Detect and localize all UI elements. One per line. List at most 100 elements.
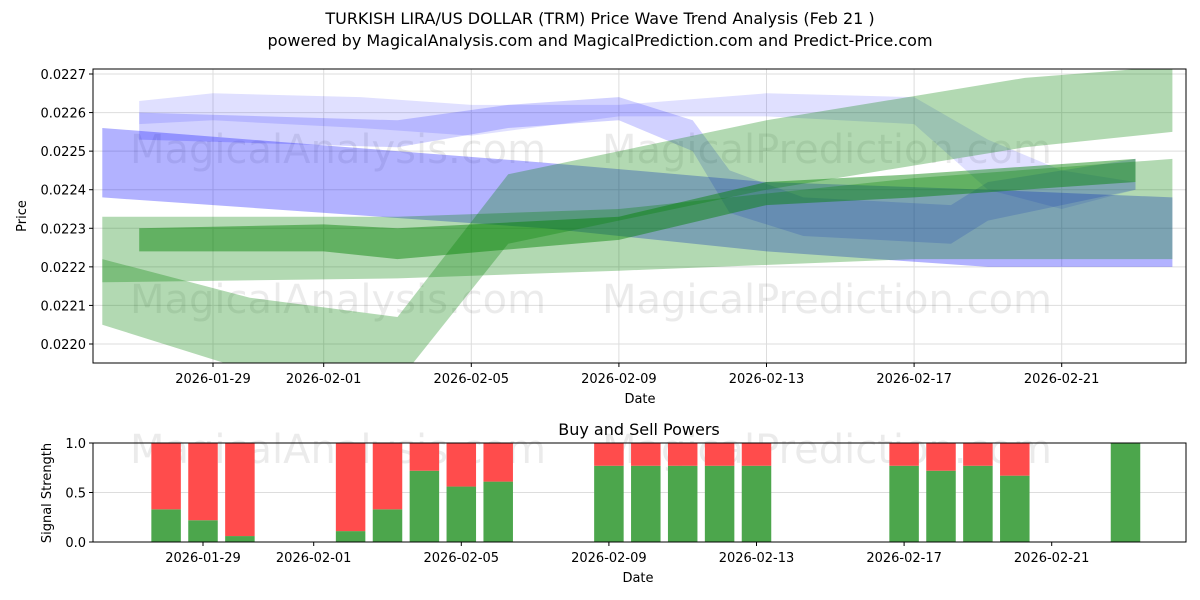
chart-title: TURKISH LIRA/US DOLLAR (TRM) Price Wave … bbox=[325, 9, 875, 28]
buy-bar bbox=[741, 465, 772, 542]
watermark-analysis: MagicalAnalysis.com bbox=[130, 277, 546, 323]
y-tick-label: 0.0221 bbox=[41, 299, 87, 314]
bar-2026-01-28 bbox=[151, 443, 181, 542]
green-wave-2-band bbox=[102, 69, 1173, 363]
x-axis-label: Date bbox=[624, 392, 655, 407]
bar-2026-02-09 bbox=[594, 443, 624, 542]
sell-bar bbox=[631, 443, 661, 466]
price-axis: 0.0220 0.0221 0.0222 0.0223 0.0224 0.0225 0.02… bbox=[41, 68, 93, 353]
x-tick-label: 2026-02-17 bbox=[866, 551, 942, 566]
buy-bar bbox=[409, 470, 440, 542]
bar-2026-02-18 bbox=[926, 443, 956, 542]
sell-bar bbox=[741, 443, 772, 466]
buy-bar bbox=[704, 465, 735, 542]
blue-wave-1-band bbox=[102, 128, 1173, 267]
sell-bar bbox=[483, 443, 513, 482]
y-tick-label: 0.0227 bbox=[41, 68, 87, 83]
x-tick-label: 2026-02-01 bbox=[276, 551, 352, 566]
wave-bands bbox=[102, 69, 1173, 363]
buy-bar bbox=[335, 531, 366, 542]
date-axis: 2026-01-29 2026-02-01 2026-02-05 2026-02-09… bbox=[175, 363, 1099, 387]
x-tick-label: 2026-02-09 bbox=[581, 372, 657, 387]
sell-bar bbox=[372, 443, 403, 510]
buy-bar bbox=[926, 470, 956, 542]
x-tick-label: 2026-02-21 bbox=[1014, 551, 1090, 566]
sell-bar bbox=[225, 443, 255, 537]
y-tick-label: 0.0226 bbox=[41, 107, 87, 122]
bar-2026-02-05 bbox=[446, 443, 477, 542]
sell-bar bbox=[594, 443, 624, 466]
bar-2026-02-04 bbox=[409, 443, 440, 542]
green-wave-1-band bbox=[102, 158, 1173, 283]
bar-2026-02-19 bbox=[963, 443, 993, 542]
sell-bar bbox=[926, 443, 956, 471]
buy-bar bbox=[151, 509, 181, 542]
bar-2026-02-03 bbox=[372, 443, 403, 542]
y-tick-label: 0.0 bbox=[65, 536, 86, 551]
buy-bar bbox=[188, 520, 218, 542]
blue-wave-3-band bbox=[139, 97, 1136, 244]
blue-wave-2-band bbox=[139, 93, 1136, 209]
sell-bar bbox=[667, 443, 698, 466]
bar-2026-02-17 bbox=[889, 443, 919, 542]
sell-bar bbox=[151, 443, 181, 510]
bar-2026-02-20 bbox=[1000, 443, 1030, 542]
x-tick-label: 2026-02-05 bbox=[424, 551, 500, 566]
buy-sell-bars bbox=[151, 443, 1141, 542]
bar-2026-02-02 bbox=[335, 443, 366, 542]
bar-2026-02-11 bbox=[667, 443, 698, 542]
bar-2026-01-30 bbox=[225, 443, 255, 542]
bar-y-axis-label: Signal Strength bbox=[40, 443, 55, 543]
green-wave-3-band bbox=[139, 158, 1136, 260]
bar-date-axis: 2026-01-29 2026-02-01 2026-02-05 2026-02-09… bbox=[165, 542, 1089, 566]
buy-bar bbox=[889, 465, 919, 542]
sell-bar bbox=[889, 443, 919, 466]
sell-bar bbox=[335, 443, 366, 532]
x-tick-label: 2026-02-13 bbox=[719, 551, 795, 566]
buy-bar bbox=[483, 481, 513, 542]
main-grid bbox=[93, 69, 1186, 363]
y-tick-label: 0.5 bbox=[65, 487, 86, 502]
buy-bar bbox=[1000, 475, 1030, 542]
buy-bar bbox=[963, 465, 993, 542]
y-tick-label: 0.0222 bbox=[41, 261, 87, 276]
main-plot-frame bbox=[92, 68, 1187, 364]
x-tick-label: 2026-02-05 bbox=[434, 372, 510, 387]
buy-bar bbox=[372, 509, 403, 542]
buy-bar bbox=[667, 465, 698, 542]
buy-bar bbox=[225, 536, 255, 542]
buy-sell-title: Buy and Sell Powers bbox=[558, 420, 720, 439]
signal-axis: 0.0 0.5 1.0 bbox=[65, 437, 93, 551]
bar-2026-02-23 bbox=[1110, 443, 1141, 542]
y-tick-label: 0.0223 bbox=[41, 222, 87, 237]
watermark-prediction: MagicalPrediction.com bbox=[602, 127, 1052, 173]
sell-bar bbox=[704, 443, 735, 466]
bar-2026-02-13 bbox=[741, 443, 772, 542]
y-tick-label: 0.0225 bbox=[41, 145, 87, 160]
bar-2026-02-10 bbox=[631, 443, 661, 542]
watermark-analysis: MagicalAnalysis.com bbox=[130, 127, 546, 173]
buy-bar bbox=[1110, 443, 1141, 542]
sell-bar bbox=[409, 443, 440, 471]
x-tick-label: 2026-02-01 bbox=[286, 372, 362, 387]
bar-x-axis-label: Date bbox=[622, 571, 653, 586]
x-tick-label: 2026-02-21 bbox=[1024, 372, 1100, 387]
x-tick-label: 2026-01-29 bbox=[175, 372, 251, 387]
sell-bar bbox=[963, 443, 993, 466]
main-watermarks: MagicalAnalysis.com MagicalPrediction.co… bbox=[130, 127, 1052, 323]
y-axis-label: Price bbox=[15, 200, 30, 232]
x-tick-label: 2026-02-13 bbox=[729, 372, 805, 387]
bar-2026-01-29 bbox=[188, 443, 218, 542]
y-tick-label: 0.0224 bbox=[41, 184, 87, 199]
x-tick-label: 2026-02-09 bbox=[571, 551, 647, 566]
sell-bar bbox=[1000, 443, 1030, 476]
buy-bar bbox=[631, 465, 661, 542]
x-tick-label: 2026-01-29 bbox=[165, 551, 241, 566]
sell-bar bbox=[188, 443, 218, 521]
buy-bar bbox=[594, 465, 624, 542]
y-tick-label: 1.0 bbox=[65, 437, 86, 452]
y-tick-label: 0.0220 bbox=[41, 338, 87, 353]
buy-bar bbox=[446, 486, 477, 542]
watermark-prediction: MagicalPrediction.com bbox=[602, 277, 1052, 323]
